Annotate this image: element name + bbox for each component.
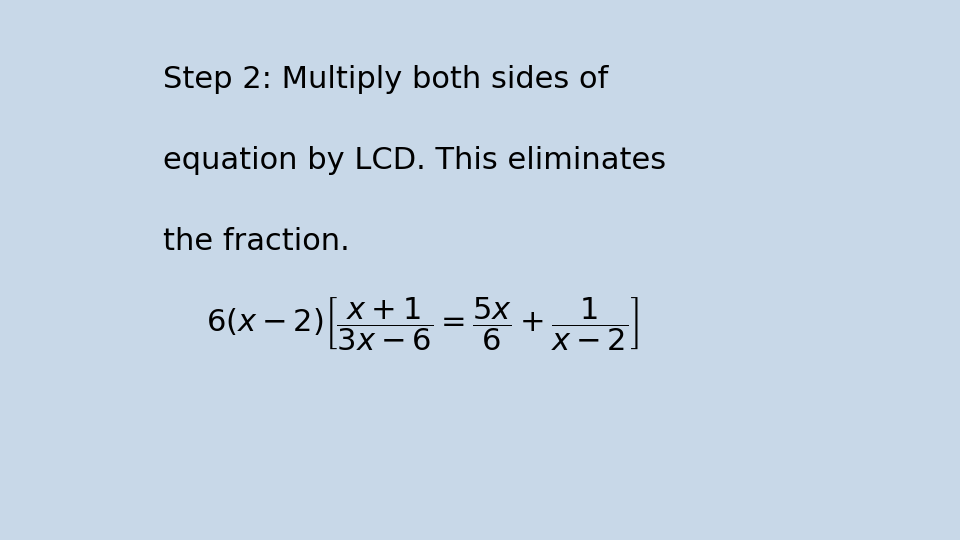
Text: the fraction.: the fraction.: [163, 227, 350, 256]
Text: Step 2: Multiply both sides of: Step 2: Multiply both sides of: [163, 65, 609, 94]
Text: $6(x-2)\left[\dfrac{x+1}{3x-6} = \dfrac{5x}{6} + \dfrac{1}{x-2}\right]$: $6(x-2)\left[\dfrac{x+1}{3x-6} = \dfrac{…: [205, 295, 639, 353]
Text: equation by LCD. This eliminates: equation by LCD. This eliminates: [163, 146, 666, 175]
